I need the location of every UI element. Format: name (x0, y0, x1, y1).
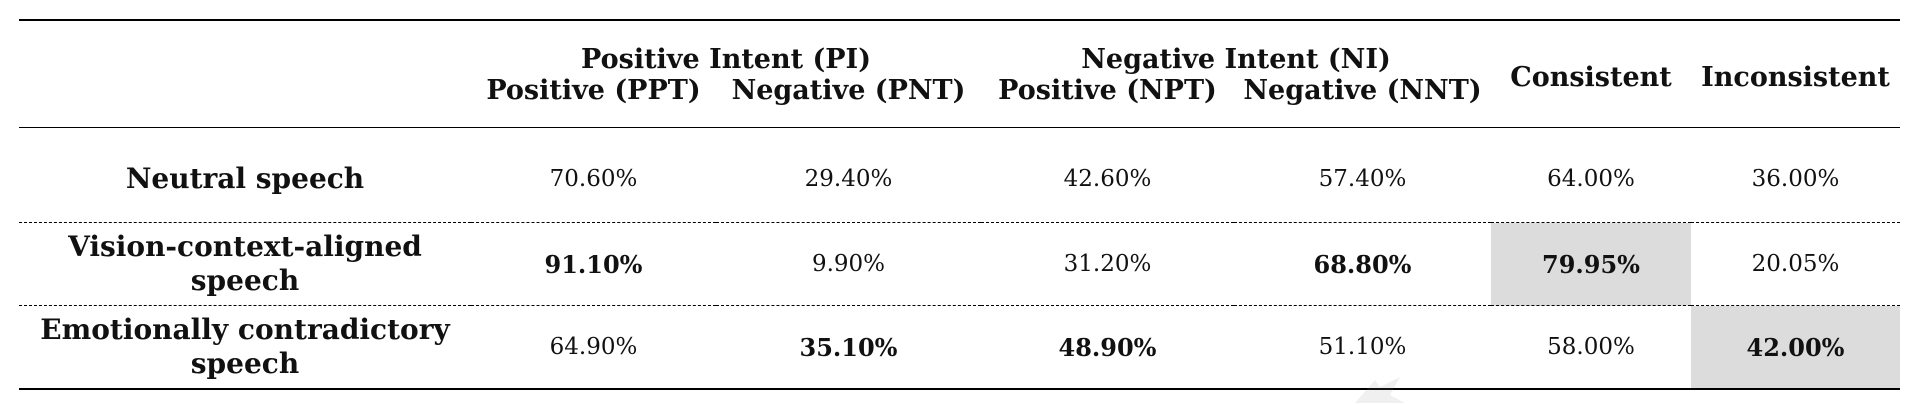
row-label: Neutral speech (19, 128, 471, 223)
cell-pnt: 35.10% (799, 332, 898, 362)
table-row-vision-context-aligned: Vision-context-aligned speech 91.10% 9.9… (19, 222, 1900, 306)
header-group-row: Positive Intent (PI) Negative Intent (NI… (19, 20, 1900, 128)
cell-consistent: 64.00% (1547, 166, 1635, 192)
cell-nnt: 51.10% (1318, 334, 1407, 360)
header-empty-cell-2 (19, 75, 471, 128)
header-positive-intent: Positive Intent (PI) (581, 44, 871, 75)
cell-ppt: 70.60% (549, 166, 638, 192)
table-body: Neutral speech 70.60% 29.40% 42.60% 57.4… (19, 128, 1900, 390)
header-consistent: Consistent (1491, 20, 1691, 128)
row-label-line2: speech (190, 347, 300, 380)
table-row-neutral-speech: Neutral speech 70.60% 29.40% 42.60% 57.4… (19, 128, 1900, 223)
cell-pnt: 9.90% (811, 251, 886, 277)
cell-ppt: 91.10% (544, 249, 643, 279)
header-inconsistent: Inconsistent (1691, 20, 1900, 128)
cell-inconsistent: 36.00% (1751, 166, 1840, 192)
row-label-line2: speech (190, 264, 300, 297)
header-sub-row: Positive (PPT) Negative (PNT) Positive (… (19, 75, 1900, 128)
cell-pnt: 29.40% (804, 166, 893, 192)
row-label: Vision-context-aligned speech (19, 223, 471, 306)
cell-consistent-highlighted: 79.95% (1491, 222, 1691, 306)
cell-ppt: 64.90% (549, 334, 638, 360)
cell-inconsistent: 20.05% (1751, 251, 1840, 277)
table-row-emotionally-contradictory: Emotionally contradictory speech 64.90% … (19, 305, 1900, 390)
cell-nnt: 68.80% (1313, 249, 1412, 279)
results-table: Positive Intent (PI) Negative Intent (NI… (19, 19, 1900, 390)
row-label-line1: Neutral speech (125, 162, 365, 195)
cell-npt: 42.60% (1063, 166, 1152, 192)
results-table-container: Positive Intent (PI) Negative Intent (NI… (19, 19, 1900, 390)
row-label-line1: Vision-context-aligned (68, 230, 422, 263)
header-nnt: Negative (NNT) (1243, 75, 1482, 106)
row-label: Emotionally contradictory speech (19, 306, 471, 390)
cell-nnt: 57.40% (1318, 166, 1407, 192)
header-ppt: Positive (PPT) (486, 75, 701, 106)
header-empty-cell (19, 20, 471, 75)
cell-npt: 31.20% (1063, 251, 1152, 277)
cell-inconsistent-highlighted: 42.00% (1691, 305, 1900, 389)
cell-npt: 48.90% (1058, 332, 1157, 362)
row-label-line1: Emotionally contradictory (40, 313, 450, 346)
header-pnt: Negative (PNT) (731, 75, 966, 106)
header-negative-intent: Negative Intent (NI) (1081, 44, 1391, 75)
header-npt: Positive (NPT) (998, 75, 1217, 106)
watermark-icon (1355, 377, 1405, 403)
cell-consistent: 58.00% (1547, 334, 1635, 360)
table-header: Positive Intent (PI) Negative Intent (NI… (19, 20, 1900, 128)
